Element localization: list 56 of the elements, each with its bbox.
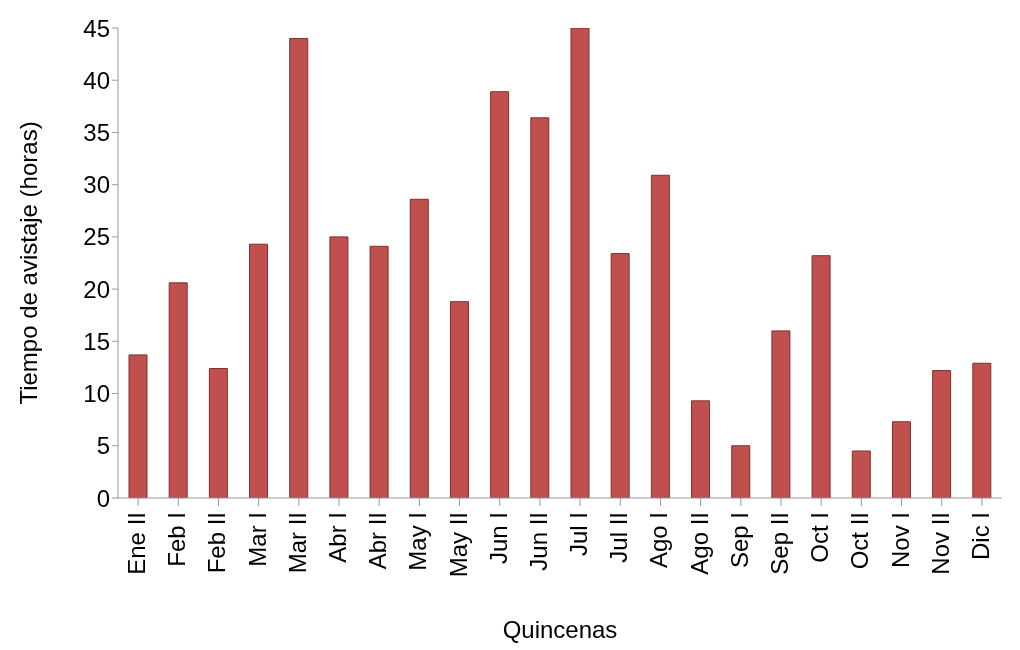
x-axis-title: Quincenas xyxy=(502,616,618,643)
x-tick-label: Sep II xyxy=(766,512,794,575)
x-tick-label: Jun II xyxy=(524,512,552,571)
bar xyxy=(369,245,389,498)
bar xyxy=(570,28,590,498)
bar xyxy=(329,236,349,498)
x-tick-label: Feb II xyxy=(203,512,231,574)
bar xyxy=(208,367,228,498)
bar xyxy=(851,450,871,498)
bar xyxy=(972,362,992,498)
bar xyxy=(449,301,469,498)
x-tick-label: Mar I xyxy=(243,512,271,567)
bar xyxy=(691,400,711,498)
y-tick-label: 0 xyxy=(96,484,110,512)
bar xyxy=(771,330,791,498)
bar xyxy=(409,198,429,498)
y-tick-label: 15 xyxy=(83,327,110,355)
x-tick-label: Jul I xyxy=(565,512,593,557)
y-tick-label: 40 xyxy=(83,66,110,94)
y-tick-label: 20 xyxy=(83,275,110,303)
bar xyxy=(891,421,911,498)
x-tick-label: Nov II xyxy=(926,512,954,575)
bar xyxy=(811,255,831,498)
bar xyxy=(249,243,269,498)
y-tick-label: 45 xyxy=(83,14,110,42)
bar xyxy=(490,91,510,498)
x-tick-label: Jul II xyxy=(605,512,633,563)
y-tick-label: 30 xyxy=(83,171,110,199)
x-tick-label: Ene II xyxy=(123,512,151,575)
bar xyxy=(932,370,952,498)
y-tick-label: 35 xyxy=(83,118,110,146)
x-tick-label: May I xyxy=(404,512,432,571)
x-tick-label: Mar II xyxy=(283,512,311,574)
x-tick-label: Abr I xyxy=(324,512,352,563)
x-tick-label: May II xyxy=(444,512,472,578)
x-tick-label: Abr II xyxy=(364,512,392,570)
y-tick-label: 25 xyxy=(83,223,110,251)
bar xyxy=(731,445,751,498)
x-tick-label: Ago II xyxy=(685,512,713,575)
y-axis-title: Tiempo de avistaje (horas) xyxy=(14,121,42,405)
x-tick-label: Dic I xyxy=(966,512,994,560)
y-tick-label: 5 xyxy=(96,432,110,460)
bar xyxy=(168,282,188,498)
bar xyxy=(530,117,550,498)
bar xyxy=(128,354,148,498)
bar xyxy=(610,253,630,498)
x-tick-label: Nov I xyxy=(886,512,914,569)
x-tick-label: Sep I xyxy=(725,512,753,569)
x-tick-label: Jun I xyxy=(484,512,512,565)
x-tick-label: Oct II xyxy=(846,512,874,570)
x-tick-label: Ago I xyxy=(645,512,673,569)
y-tick-label: 10 xyxy=(83,380,110,408)
x-tick-label: Feb I xyxy=(163,512,191,567)
bar xyxy=(289,37,309,498)
bar xyxy=(650,174,670,498)
x-tick-label: Oct I xyxy=(806,512,834,563)
